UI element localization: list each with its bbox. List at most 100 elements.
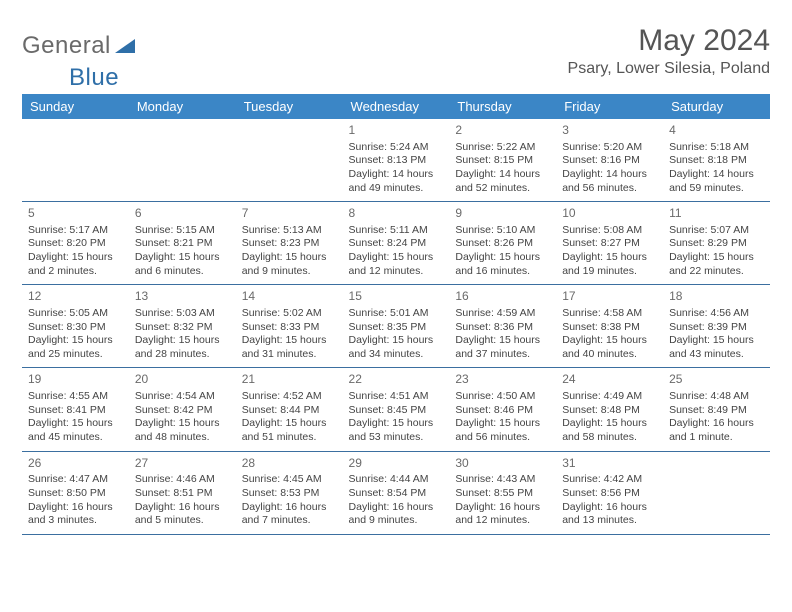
calendar-day-cell: 21Sunrise: 4:52 AMSunset: 8:44 PMDayligh… <box>236 368 343 451</box>
calendar-header-row: SundayMondayTuesdayWednesdayThursdayFrid… <box>22 94 770 119</box>
sunrise-text: Sunrise: 4:54 AM <box>135 390 230 404</box>
daylight-text: Daylight: 16 hours and 5 minutes. <box>135 501 230 528</box>
calendar-day-cell: 14Sunrise: 5:02 AMSunset: 8:33 PMDayligh… <box>236 285 343 368</box>
sunrise-text: Sunrise: 4:45 AM <box>242 473 337 487</box>
calendar-day-cell: 19Sunrise: 4:55 AMSunset: 8:41 PMDayligh… <box>22 368 129 451</box>
calendar-day-cell: 10Sunrise: 5:08 AMSunset: 8:27 PMDayligh… <box>556 202 663 285</box>
sunrise-text: Sunrise: 5:22 AM <box>455 141 550 155</box>
daylight-text: Daylight: 14 hours and 59 minutes. <box>669 168 764 195</box>
sunrise-text: Sunrise: 4:44 AM <box>349 473 444 487</box>
calendar-day-cell: 24Sunrise: 4:49 AMSunset: 8:48 PMDayligh… <box>556 368 663 451</box>
sunset-text: Sunset: 8:56 PM <box>562 487 657 501</box>
daylight-text: Daylight: 15 hours and 19 minutes. <box>562 251 657 278</box>
sunset-text: Sunset: 8:20 PM <box>28 237 123 251</box>
daylight-text: Daylight: 16 hours and 12 minutes. <box>455 501 550 528</box>
logo: General <box>22 20 139 60</box>
daylight-text: Daylight: 15 hours and 37 minutes. <box>455 334 550 361</box>
daylight-text: Daylight: 15 hours and 53 minutes. <box>349 417 444 444</box>
calendar-day-cell: 22Sunrise: 4:51 AMSunset: 8:45 PMDayligh… <box>343 368 450 451</box>
dayname-wednesday: Wednesday <box>343 94 450 119</box>
sunset-text: Sunset: 8:36 PM <box>455 321 550 335</box>
sunset-text: Sunset: 8:42 PM <box>135 404 230 418</box>
daylight-text: Daylight: 15 hours and 40 minutes. <box>562 334 657 361</box>
daylight-text: Daylight: 15 hours and 51 minutes. <box>242 417 337 444</box>
sunset-text: Sunset: 8:18 PM <box>669 154 764 168</box>
dayname-tuesday: Tuesday <box>236 94 343 119</box>
daylight-text: Daylight: 16 hours and 9 minutes. <box>349 501 444 528</box>
day-number: 18 <box>669 289 764 305</box>
daylight-text: Daylight: 16 hours and 7 minutes. <box>242 501 337 528</box>
sunrise-text: Sunrise: 4:48 AM <box>669 390 764 404</box>
sunrise-text: Sunrise: 4:55 AM <box>28 390 123 404</box>
dayname-monday: Monday <box>129 94 236 119</box>
sunset-text: Sunset: 8:30 PM <box>28 321 123 335</box>
day-number: 31 <box>562 456 657 472</box>
sunset-text: Sunset: 8:33 PM <box>242 321 337 335</box>
dayname-friday: Friday <box>556 94 663 119</box>
day-number: 12 <box>28 289 123 305</box>
daylight-text: Daylight: 15 hours and 16 minutes. <box>455 251 550 278</box>
calendar-table: SundayMondayTuesdayWednesdayThursdayFrid… <box>22 94 770 535</box>
sunset-text: Sunset: 8:16 PM <box>562 154 657 168</box>
sunrise-text: Sunrise: 5:11 AM <box>349 224 444 238</box>
day-number: 24 <box>562 372 657 388</box>
sunrise-text: Sunrise: 4:49 AM <box>562 390 657 404</box>
calendar-day-cell: 16Sunrise: 4:59 AMSunset: 8:36 PMDayligh… <box>449 285 556 368</box>
calendar-day-cell: 29Sunrise: 4:44 AMSunset: 8:54 PMDayligh… <box>343 451 450 534</box>
sunrise-text: Sunrise: 4:59 AM <box>455 307 550 321</box>
sunset-text: Sunset: 8:13 PM <box>349 154 444 168</box>
sunrise-text: Sunrise: 5:13 AM <box>242 224 337 238</box>
sunrise-text: Sunrise: 5:10 AM <box>455 224 550 238</box>
sunrise-text: Sunrise: 4:43 AM <box>455 473 550 487</box>
sunset-text: Sunset: 8:55 PM <box>455 487 550 501</box>
daylight-text: Daylight: 15 hours and 56 minutes. <box>455 417 550 444</box>
day-number: 20 <box>135 372 230 388</box>
daylight-text: Daylight: 15 hours and 31 minutes. <box>242 334 337 361</box>
sunset-text: Sunset: 8:24 PM <box>349 237 444 251</box>
sunrise-text: Sunrise: 4:50 AM <box>455 390 550 404</box>
sunrise-text: Sunrise: 5:08 AM <box>562 224 657 238</box>
sunrise-text: Sunrise: 5:24 AM <box>349 141 444 155</box>
daylight-text: Daylight: 15 hours and 43 minutes. <box>669 334 764 361</box>
sunset-text: Sunset: 8:23 PM <box>242 237 337 251</box>
sunset-text: Sunset: 8:45 PM <box>349 404 444 418</box>
logo-sail-icon <box>113 36 137 56</box>
sunrise-text: Sunrise: 5:15 AM <box>135 224 230 238</box>
day-number: 30 <box>455 456 550 472</box>
day-number: 29 <box>349 456 444 472</box>
month-title: May 2024 <box>568 24 770 58</box>
daylight-text: Daylight: 15 hours and 34 minutes. <box>349 334 444 361</box>
calendar-empty-cell <box>236 119 343 202</box>
calendar-day-cell: 17Sunrise: 4:58 AMSunset: 8:38 PMDayligh… <box>556 285 663 368</box>
calendar-week-row: 19 Sunrise: 4:55 AMSunset: 8:41 PM Dayligh… <box>22 368 770 451</box>
sunset-text: Sunset: 8:41 PM <box>28 404 123 418</box>
calendar-day-cell: 6Sunrise: 5:15 AMSunset: 8:21 PMDaylight… <box>129 202 236 285</box>
day-number: 19 <box>28 372 123 388</box>
day-number: 5 <box>28 206 123 222</box>
day-number: 11 <box>669 206 764 222</box>
sunset-text: Sunset: 8:38 PM <box>562 321 657 335</box>
calendar-day-cell: 9Sunrise: 5:10 AMSunset: 8:26 PMDaylight… <box>449 202 556 285</box>
day-number: 22 <box>349 372 444 388</box>
daylight-text: Daylight: 15 hours and 22 minutes. <box>669 251 764 278</box>
daylight-text: Daylight: 15 hours and 2 minutes. <box>28 251 123 278</box>
sunset-text: Sunset: 8:32 PM <box>135 321 230 335</box>
daylight-text: Daylight: 14 hours and 56 minutes. <box>562 168 657 195</box>
sunrise-text: Sunrise: 5:05 AM <box>28 307 123 321</box>
calendar-day-cell: 7Sunrise: 5:13 AMSunset: 8:23 PMDaylight… <box>236 202 343 285</box>
calendar-day-cell: 5 Sunrise: 5:17 AMSunset: 8:20 PMDaylight… <box>22 202 129 285</box>
daylight-text: Daylight: 14 hours and 52 minutes. <box>455 168 550 195</box>
day-number: 15 <box>349 289 444 305</box>
sunset-text: Sunset: 8:51 PM <box>135 487 230 501</box>
day-number: 21 <box>242 372 337 388</box>
calendar-day-cell: 31Sunrise: 4:42 AMSunset: 8:56 PMDayligh… <box>556 451 663 534</box>
sunset-text: Sunset: 8:27 PM <box>562 237 657 251</box>
day-number: 8 <box>349 206 444 222</box>
calendar-empty-cell <box>22 119 129 202</box>
calendar-week-row: 12 Sunrise: 5:05 AMSunset: 8:30 PM Dayligh… <box>22 285 770 368</box>
sunrise-text: Sunrise: 5:17 AM <box>28 224 123 238</box>
day-number: 28 <box>242 456 337 472</box>
calendar-empty-cell <box>663 451 770 534</box>
logo-text-blue: Blue <box>69 64 119 91</box>
calendar-day-cell: 1Sunrise: 5:24 AMSunset: 8:13 PMDaylight… <box>343 119 450 202</box>
